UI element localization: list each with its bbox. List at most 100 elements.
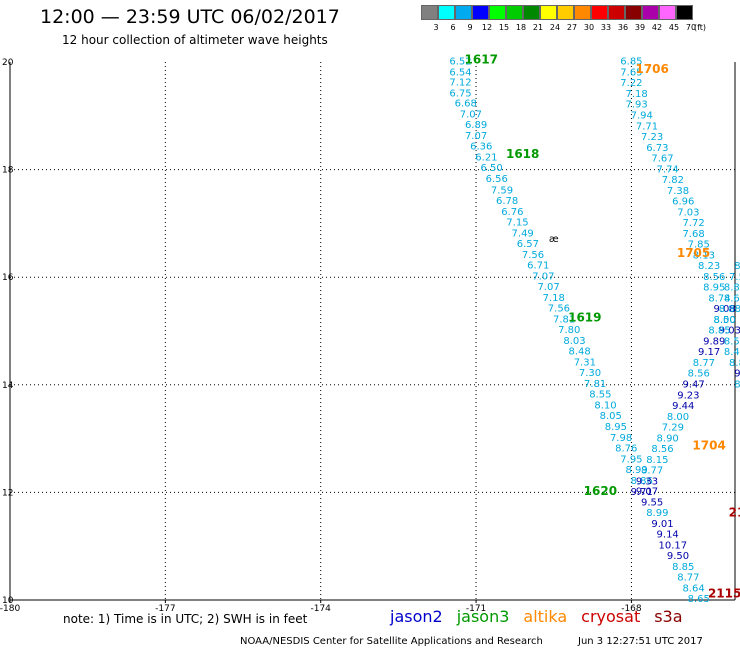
- legend-entry: jason2: [390, 607, 443, 626]
- colorbar-tick-label: 24: [549, 23, 561, 32]
- wave-height-label: 8.88: [719, 304, 740, 315]
- wave-height-label: 6.54: [449, 67, 471, 78]
- wave-height-label: 7.18: [625, 89, 647, 100]
- colorbar-tick-label: 42: [651, 23, 663, 32]
- satellite-legend: jason2 jason3 altika cryosat s3a: [390, 607, 697, 626]
- colorbar-tick-label: 33: [600, 23, 612, 32]
- wave-height-label: 9.50: [667, 551, 689, 562]
- chart-title: 12:00 — 23:59 UTC 06/02/2017: [40, 6, 340, 28]
- wave-height-label: 9.01: [651, 519, 673, 530]
- chart-subtitle: 12 hour collection of altimeter wave hei…: [62, 33, 328, 47]
- legend-entry: altika: [523, 607, 568, 626]
- colorbar-swatch: [591, 5, 608, 20]
- wave-height-label: 7.59: [729, 272, 740, 283]
- wave-height-label: 9.33: [636, 476, 658, 487]
- wave-height-label: 9.17: [698, 347, 720, 358]
- colorbar-swatch: [574, 5, 591, 20]
- wave-height-label: 7.59: [491, 185, 513, 196]
- wave-height-label: 8.50: [714, 315, 736, 326]
- wave-height-label: 7.68: [682, 229, 704, 240]
- wave-height-label: 8.10: [594, 400, 616, 411]
- colorbar-tick-label: 12: [481, 23, 493, 32]
- wave-height-label: 9.23: [677, 390, 699, 401]
- colorbar-tick-label: 6: [450, 23, 456, 32]
- colorbar-tick-label: 36: [617, 23, 629, 32]
- wave-height-label: 9.55: [641, 497, 663, 508]
- colorbar-swatch: [608, 5, 625, 20]
- wave-height-label: 7.22: [620, 78, 642, 89]
- wave-height-label: 8.00: [714, 315, 736, 326]
- wave-height-label: 7.18: [543, 293, 565, 304]
- colorbar-tick-label: 70: [685, 23, 697, 32]
- x-tick-label: -180: [0, 604, 20, 614]
- wave-height-label: 7.93: [625, 100, 647, 111]
- wave-height-label: 8.85: [672, 562, 694, 573]
- wave-height-label: 8.77: [677, 573, 699, 584]
- y-tick-label: 12: [2, 488, 13, 498]
- footnote: note: 1) Time is in UTC; 2) SWH is in fe…: [63, 612, 308, 626]
- wave-height-label: 7.07: [537, 282, 559, 293]
- colorbar-swatch: [421, 5, 438, 20]
- wave-height-label: 6.96: [672, 197, 694, 208]
- pass-labels: 161716181619162017061705170421142115211æ: [465, 53, 740, 601]
- wave-height-label: 8.99: [625, 465, 647, 476]
- wave-height-label: 8.76: [615, 444, 637, 455]
- wave-height-label: 8.55: [589, 390, 611, 401]
- wave-height-label: 8.05: [600, 411, 622, 422]
- wave-height-label: 7.94: [631, 110, 653, 121]
- wave-height-label: 8.85: [724, 283, 740, 294]
- credit-line: NOAA/NESDIS Center for Satellite Applica…: [240, 636, 543, 647]
- wave-height-label: 7.38: [667, 186, 689, 197]
- y-tick-label: 10: [2, 596, 14, 606]
- wave-height-label: 8.36: [734, 261, 740, 272]
- colorbar-tick-label: 30: [583, 23, 595, 32]
- wave-height-label: 9.47: [682, 379, 704, 390]
- wave-height-label: 9.08: [714, 304, 736, 315]
- colorbar-swatch: [472, 5, 489, 20]
- colorbar-swatch: [523, 5, 540, 20]
- pass-time-label: 1617: [465, 53, 498, 67]
- wave-height-label: 8.65: [688, 594, 710, 605]
- location-marker: æ: [549, 234, 559, 245]
- wave-height-label: 8.67: [724, 293, 740, 304]
- colorbar-swatch: [489, 5, 506, 20]
- wave-height-label: 8.74: [708, 293, 730, 304]
- colorbar-tick-label: 21: [532, 23, 544, 32]
- wave-height-label: 7.07: [460, 109, 482, 120]
- wave-height-label: 8.85: [708, 326, 730, 337]
- wave-height-label: 7.80: [558, 325, 580, 336]
- grid-lines: [10, 62, 735, 600]
- wave-height-label: 8.23: [698, 261, 720, 272]
- wave-height-label: 8.48: [569, 347, 591, 358]
- wave-height-label: 6.52: [449, 57, 471, 68]
- colorbar-tick-label: 9: [467, 23, 473, 32]
- wave-height-label: 7.49: [512, 228, 534, 239]
- wave-height-label: 6.50: [480, 163, 502, 174]
- wave-height-label: 7.12: [449, 78, 471, 89]
- wave-height-label: 8.95: [703, 283, 725, 294]
- wave-height-label: 9.24: [734, 369, 740, 380]
- colorbar-swatch: [642, 5, 659, 20]
- wave-height-label: 7.65: [620, 67, 642, 78]
- wave-height-label: 8.00: [667, 412, 689, 423]
- wave-height-label: 6.85: [620, 57, 642, 68]
- wave-height-label: 7.23: [641, 132, 663, 143]
- wave-height-label: 7.82: [662, 175, 684, 186]
- wave-height-label: 7.95: [620, 454, 642, 465]
- wave-height-label: 6.21: [475, 152, 497, 163]
- wave-height-label: 7.56: [548, 304, 570, 315]
- wave-height-label: 9.07: [636, 487, 658, 498]
- y-tick-label: 20: [2, 58, 14, 68]
- y-tick-label: 16: [2, 273, 14, 283]
- y-tick-label: 14: [2, 381, 14, 391]
- legend-entry: s3a: [654, 607, 683, 626]
- wave-height-label: 6.36: [470, 142, 492, 153]
- generated-timestamp: Jun 3 12:27:51 UTC 2017: [578, 636, 703, 647]
- wave-height-label: 10.17: [659, 540, 688, 551]
- colorbar-tick-label: 3: [433, 23, 439, 32]
- data-points: 6.526.547.126.756.687.076.897.076.366.21…: [449, 57, 740, 605]
- wave-height-label: 8.86: [631, 476, 653, 487]
- wave-height-label: 7.29: [662, 423, 684, 434]
- pass-time-label: 1619: [568, 310, 601, 324]
- wave-height-label: 8.77: [693, 358, 715, 369]
